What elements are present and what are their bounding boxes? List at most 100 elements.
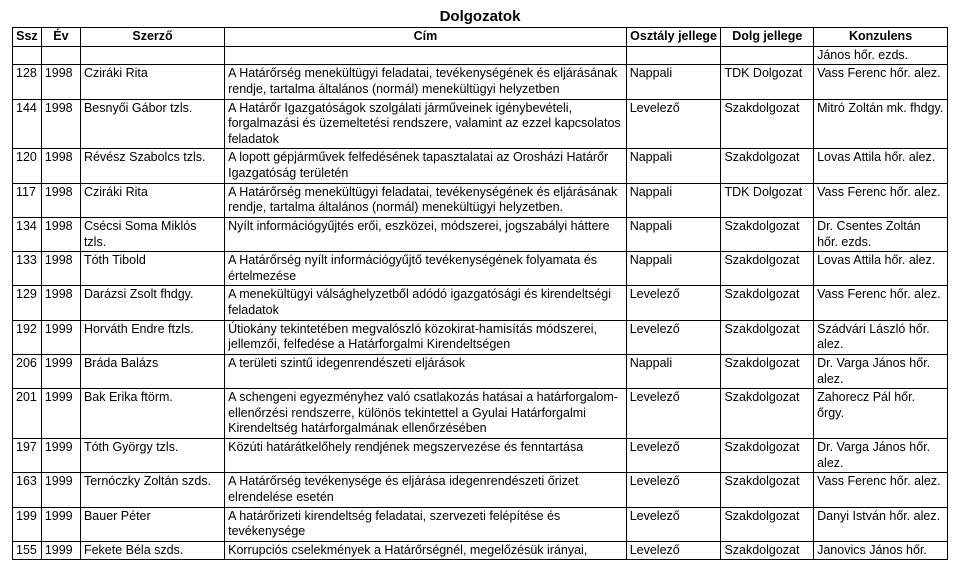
cell-cim: A területi szintű idegenrendészeti eljár…: [225, 354, 627, 388]
cell-dolg: Szakdolgozat: [721, 473, 814, 507]
cell-osztaly: [626, 46, 721, 65]
cell-osztaly: Levelező: [626, 541, 721, 560]
cell-dolg: Szakdolgozat: [721, 286, 814, 320]
cell-cim: Nyílt információgyűjtés erői, eszközei, …: [225, 217, 627, 251]
cell-szerzo: [80, 46, 224, 65]
cell-osztaly: Levelező: [626, 473, 721, 507]
cell-cim: A Határőr Igazgatóságok szolgálati jármű…: [225, 99, 627, 149]
cell-cim: Útiokány tekintetében megvalószló közoki…: [225, 320, 627, 354]
table-row: 1551999Fekete Béla szds.Korrupciós csele…: [13, 541, 948, 560]
cell-ev: 1998: [41, 217, 80, 251]
cell-osztaly: Levelező: [626, 507, 721, 541]
cell-konzulens: Janovics János hőr.: [814, 541, 948, 560]
cell-osztaly: Nappali: [626, 217, 721, 251]
cell-szerzo: Ternóczky Zoltán szds.: [80, 473, 224, 507]
cell-cim: A Határőrség nyílt információgyűjtő tevé…: [225, 252, 627, 286]
cell-ev: 1999: [41, 507, 80, 541]
cell-dolg: Szakdolgozat: [721, 252, 814, 286]
cell-dolg: Szakdolgozat: [721, 320, 814, 354]
cell-dolg: Szakdolgozat: [721, 354, 814, 388]
table-row: 2011999Bak Erika ftörm.A schengeni egyez…: [13, 389, 948, 439]
cell-cim: A menekültügyi válsághelyzetből adódó ig…: [225, 286, 627, 320]
col-osztaly: Osztály jellege: [626, 28, 721, 47]
cell-szerzo: Tóth Tibold: [80, 252, 224, 286]
table-header-row: Ssz Év Szerző Cím Osztály jellege Dolg j…: [13, 28, 948, 47]
cell-ssz: 117: [13, 183, 42, 217]
cell-szerzo: Fekete Béla szds.: [80, 541, 224, 560]
cell-konzulens: Vass Ferenc hőr. alez.: [814, 183, 948, 217]
cell-dolg: Szakdolgozat: [721, 99, 814, 149]
cell-ssz: 134: [13, 217, 42, 251]
page-title: Dolgozatok: [12, 8, 948, 25]
cell-dolg: Szakdolgozat: [721, 389, 814, 439]
table-row: 1331998Tóth TiboldA Határőrség nyílt inf…: [13, 252, 948, 286]
cell-konzulens: Danyi István hőr. alez.: [814, 507, 948, 541]
cell-cim: A Határőrség menekültügyi feladatai, tev…: [225, 183, 627, 217]
cell-dolg: Szakdolgozat: [721, 541, 814, 560]
table-row: 1921999Horváth Endre ftzls.Útiokány teki…: [13, 320, 948, 354]
cell-osztaly: Nappali: [626, 183, 721, 217]
cell-ssz: 206: [13, 354, 42, 388]
cell-szerzo: Bráda Balázs: [80, 354, 224, 388]
cell-ev: 1999: [41, 541, 80, 560]
cell-szerzo: Bauer Péter: [80, 507, 224, 541]
cell-konzulens: Dr. Varga János hőr. alez.: [814, 439, 948, 473]
table-row: 1291998Darázsi Zsolt fhdgy.A menekültügy…: [13, 286, 948, 320]
cell-ev: [41, 46, 80, 65]
cell-ev: 1998: [41, 99, 80, 149]
cell-szerzo: Besnyői Gábor tzls.: [80, 99, 224, 149]
cell-ev: 1999: [41, 354, 80, 388]
table-row: 1441998Besnyői Gábor tzls.A Határőr Igaz…: [13, 99, 948, 149]
cell-osztaly: Nappali: [626, 252, 721, 286]
table-row: 1991999Bauer PéterA határőrizeti kirende…: [13, 507, 948, 541]
cell-cim: Közúti határátkelőhely rendjének megszer…: [225, 439, 627, 473]
cell-dolg: TDK Dolgozat: [721, 183, 814, 217]
cell-konzulens: Vass Ferenc hőr. alez.: [814, 65, 948, 99]
cell-konzulens: Lovas Attila hőr. alez.: [814, 252, 948, 286]
cell-szerzo: Cziráki Rita: [80, 183, 224, 217]
cell-ssz: 144: [13, 99, 42, 149]
cell-szerzo: Csécsi Soma Miklós tzls.: [80, 217, 224, 251]
cell-ssz: 201: [13, 389, 42, 439]
cell-ssz: 197: [13, 439, 42, 473]
col-ssz: Ssz: [13, 28, 42, 47]
cell-ssz: 155: [13, 541, 42, 560]
cell-osztaly: Levelező: [626, 389, 721, 439]
cell-dolg: [721, 46, 814, 65]
cell-ssz: 120: [13, 149, 42, 183]
col-ev: Év: [41, 28, 80, 47]
cell-szerzo: Tóth György tzls.: [80, 439, 224, 473]
papers-table: Ssz Év Szerző Cím Osztály jellege Dolg j…: [12, 27, 948, 560]
cell-konzulens: Dr. Csentes Zoltán hőr. ezds.: [814, 217, 948, 251]
cell-konzulens: Lovas Attila hőr. alez.: [814, 149, 948, 183]
cell-konzulens: Vass Ferenc hőr. alez.: [814, 473, 948, 507]
cell-dolg: TDK Dolgozat: [721, 65, 814, 99]
cell-ev: 1999: [41, 389, 80, 439]
cell-ssz: [13, 46, 42, 65]
cell-ssz: 192: [13, 320, 42, 354]
table-row: János hőr. ezds.: [13, 46, 948, 65]
cell-osztaly: Nappali: [626, 65, 721, 99]
table-row: 2061999Bráda BalázsA területi szintű ide…: [13, 354, 948, 388]
col-szerzo: Szerző: [80, 28, 224, 47]
cell-ssz: 199: [13, 507, 42, 541]
cell-ev: 1999: [41, 473, 80, 507]
cell-cim: A Határőrség tevékenysége és eljárása id…: [225, 473, 627, 507]
cell-cim: A Határőrség menekültügyi feladatai, tev…: [225, 65, 627, 99]
cell-dolg: Szakdolgozat: [721, 149, 814, 183]
cell-konzulens: Mitró Zoltán mk. fhdgy.: [814, 99, 948, 149]
cell-ev: 1998: [41, 183, 80, 217]
cell-dolg: Szakdolgozat: [721, 439, 814, 473]
cell-ev: 1999: [41, 439, 80, 473]
cell-osztaly: Levelező: [626, 99, 721, 149]
cell-ssz: 133: [13, 252, 42, 286]
cell-cim: A lopott gépjárművek felfedésének tapasz…: [225, 149, 627, 183]
cell-osztaly: Nappali: [626, 354, 721, 388]
cell-konzulens: Szádvári László hőr. alez.: [814, 320, 948, 354]
cell-ev: 1998: [41, 252, 80, 286]
cell-konzulens: János hőr. ezds.: [814, 46, 948, 65]
cell-dolg: Szakdolgozat: [721, 217, 814, 251]
cell-ssz: 163: [13, 473, 42, 507]
cell-szerzo: Horváth Endre ftzls.: [80, 320, 224, 354]
cell-osztaly: Levelező: [626, 439, 721, 473]
